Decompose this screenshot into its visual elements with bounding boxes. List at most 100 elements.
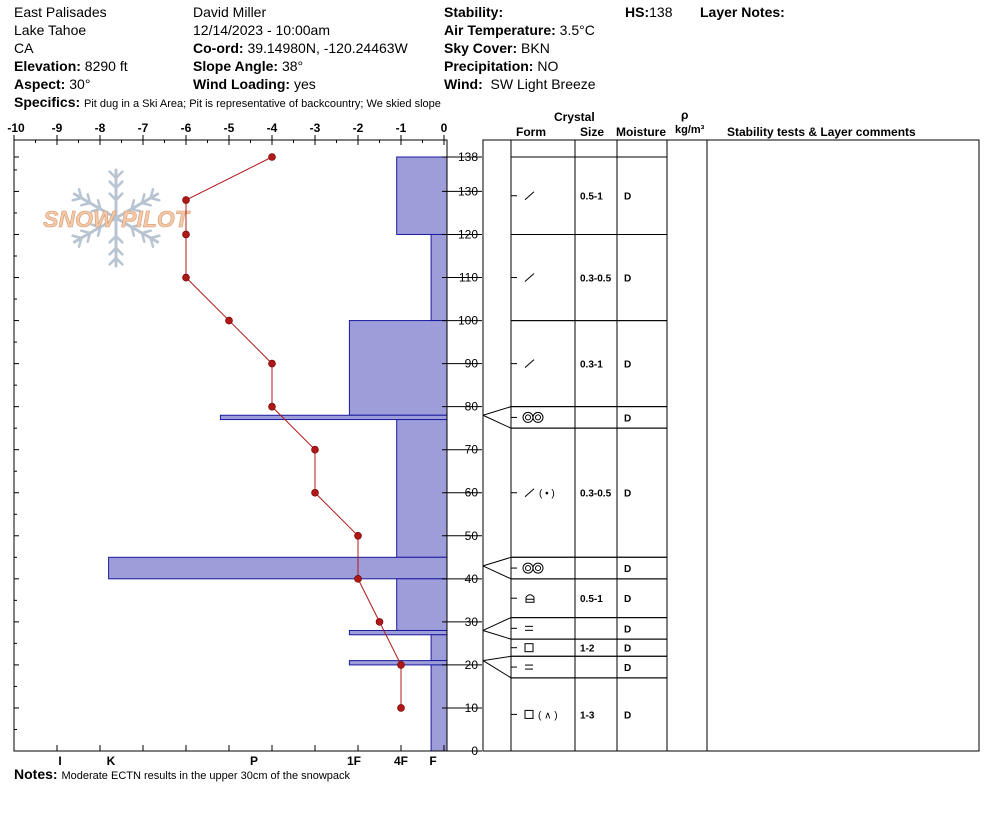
height-tick-label: 30 [465,615,479,629]
table-frame [482,139,980,752]
hardness-tick-label: P [250,754,258,768]
temperature-profile [182,153,405,712]
flake-branch [90,223,102,229]
layer-moisture: D [624,489,631,500]
temp-point [268,402,276,411]
sky-label: Sky Cover: [444,40,518,56]
crystal-header: Crystal [554,110,595,124]
flake-branch [108,192,118,202]
slope-value: 38° [281,58,304,74]
flake-branch [86,193,92,205]
layer-moisture: D [624,360,631,371]
crystal-form-equals-icon [525,664,533,670]
layer-moisture: D [624,663,631,674]
temp-point [182,230,190,239]
elevation-value: 8290 ft [84,58,128,74]
sky-row: Sky Cover: BKN [444,40,550,56]
flake-branch [80,229,92,235]
temp-tick-label: 0 [441,121,448,135]
hardness-bar [430,634,448,662]
observer-name: David Miller [193,4,267,20]
flake-branch [114,180,124,190]
height-tick-label: 40 [465,572,479,586]
temp-tick-label: -5 [224,121,235,135]
temp-point [311,488,319,497]
hardness-tick-label: 4F [394,754,408,768]
air-temp-row: Air Temperature: 3.5°C [444,22,595,38]
temp-tick-label: -6 [181,121,192,135]
flake-branch [96,225,102,237]
hardness-tick-label: 1F [347,754,361,768]
temp-line [185,156,402,708]
temp-tick-label: -10 [7,121,25,135]
specifics-row: Specifics: Pit dug in a Ski Area; Pit is… [14,94,441,111]
hs-value: 138 [649,4,673,20]
height-tick-label: 0 [471,744,478,758]
chart-frame [13,139,448,752]
moisture-header: Moisture [616,125,667,139]
layer-moisture: D [624,564,631,575]
flake-branch [149,196,161,202]
hardness-bars [108,156,448,752]
temp-point [182,273,190,282]
flake-branch [130,223,142,229]
wind-label: Wind: [444,76,483,92]
temp-point [354,531,362,540]
stability-label: Stability: [444,4,504,20]
hardness-bar [108,556,448,580]
crystal-form-equals-icon [525,625,533,631]
elevation-row: Elevation: 8290 ft [14,58,128,74]
height-tick-label: 90 [465,357,479,371]
rho-header: ρ [681,108,689,122]
temp-tick-label: -1 [396,121,407,135]
temp-point [311,445,319,454]
observation-datetime: 12/14/2023 - 10:00am [193,22,330,38]
temp-tick-label: -8 [95,121,106,135]
layer-table: 0.5-1 D0.3-0.5 D0.3-1 DD( • ) 0.3-0.5 DD0.5-1… [482,139,980,752]
layer-size: 1-2 [580,644,595,655]
flake-branch [114,170,124,180]
aspect-value: 30° [69,76,91,92]
layer-size: 0.5-1 [580,594,603,605]
layer-connector [482,556,512,580]
crystal-form-slash-icon [524,191,535,201]
height-tick-label: 120 [458,227,478,241]
crystal-form-double-circle-icon [522,562,544,574]
flake-branch [108,246,118,256]
form-header: Form [516,125,546,139]
layer-moisture: D [624,594,631,605]
layer-moisture: D [624,192,631,203]
height-tick-label: 110 [459,271,478,285]
hardness-bar [348,629,448,636]
wind-row: Wind: SW Light Breeze [444,76,596,92]
snowflake-icon [71,168,161,268]
flake-branch [114,234,124,244]
wind-loading-row: Wind Loading: yes [193,76,316,92]
hardness-bar [348,320,448,416]
flake-branch [130,199,136,211]
svg-text:( ∧ ): ( ∧ ) [538,710,558,721]
layer-notes-label: Layer Notes: [700,4,785,20]
flake-branch [140,231,146,243]
flake-branch [114,192,124,202]
layer-size: 0.5-1 [580,192,603,203]
flake-branch [71,196,83,202]
air-temp-label: Air Temperature: [444,22,556,38]
crystal-form-slash-icon [524,359,535,368]
height-tick-label: 100 [458,314,478,328]
height-tick-label: 50 [465,529,479,543]
logo-text: SNOW PILOT [43,206,191,232]
svg-text:( • ): ( • ) [539,489,555,500]
flake-branch [140,193,146,205]
area-name: Lake Tahoe [14,22,87,38]
specifics-label: Specifics: [14,94,81,110]
crystal-form-slash-icon [524,273,535,282]
height-tick-label: 138 [458,150,478,164]
hardness-bar [396,419,448,558]
hardness-tick-label: I [58,754,61,768]
temp-point [397,661,405,669]
coord-value: 39.14980N, -120.24463W [247,40,408,56]
coord-row: Co-ord: 39.14980N, -120.24463W [193,40,408,56]
aspect-label: Aspect: [14,76,66,92]
